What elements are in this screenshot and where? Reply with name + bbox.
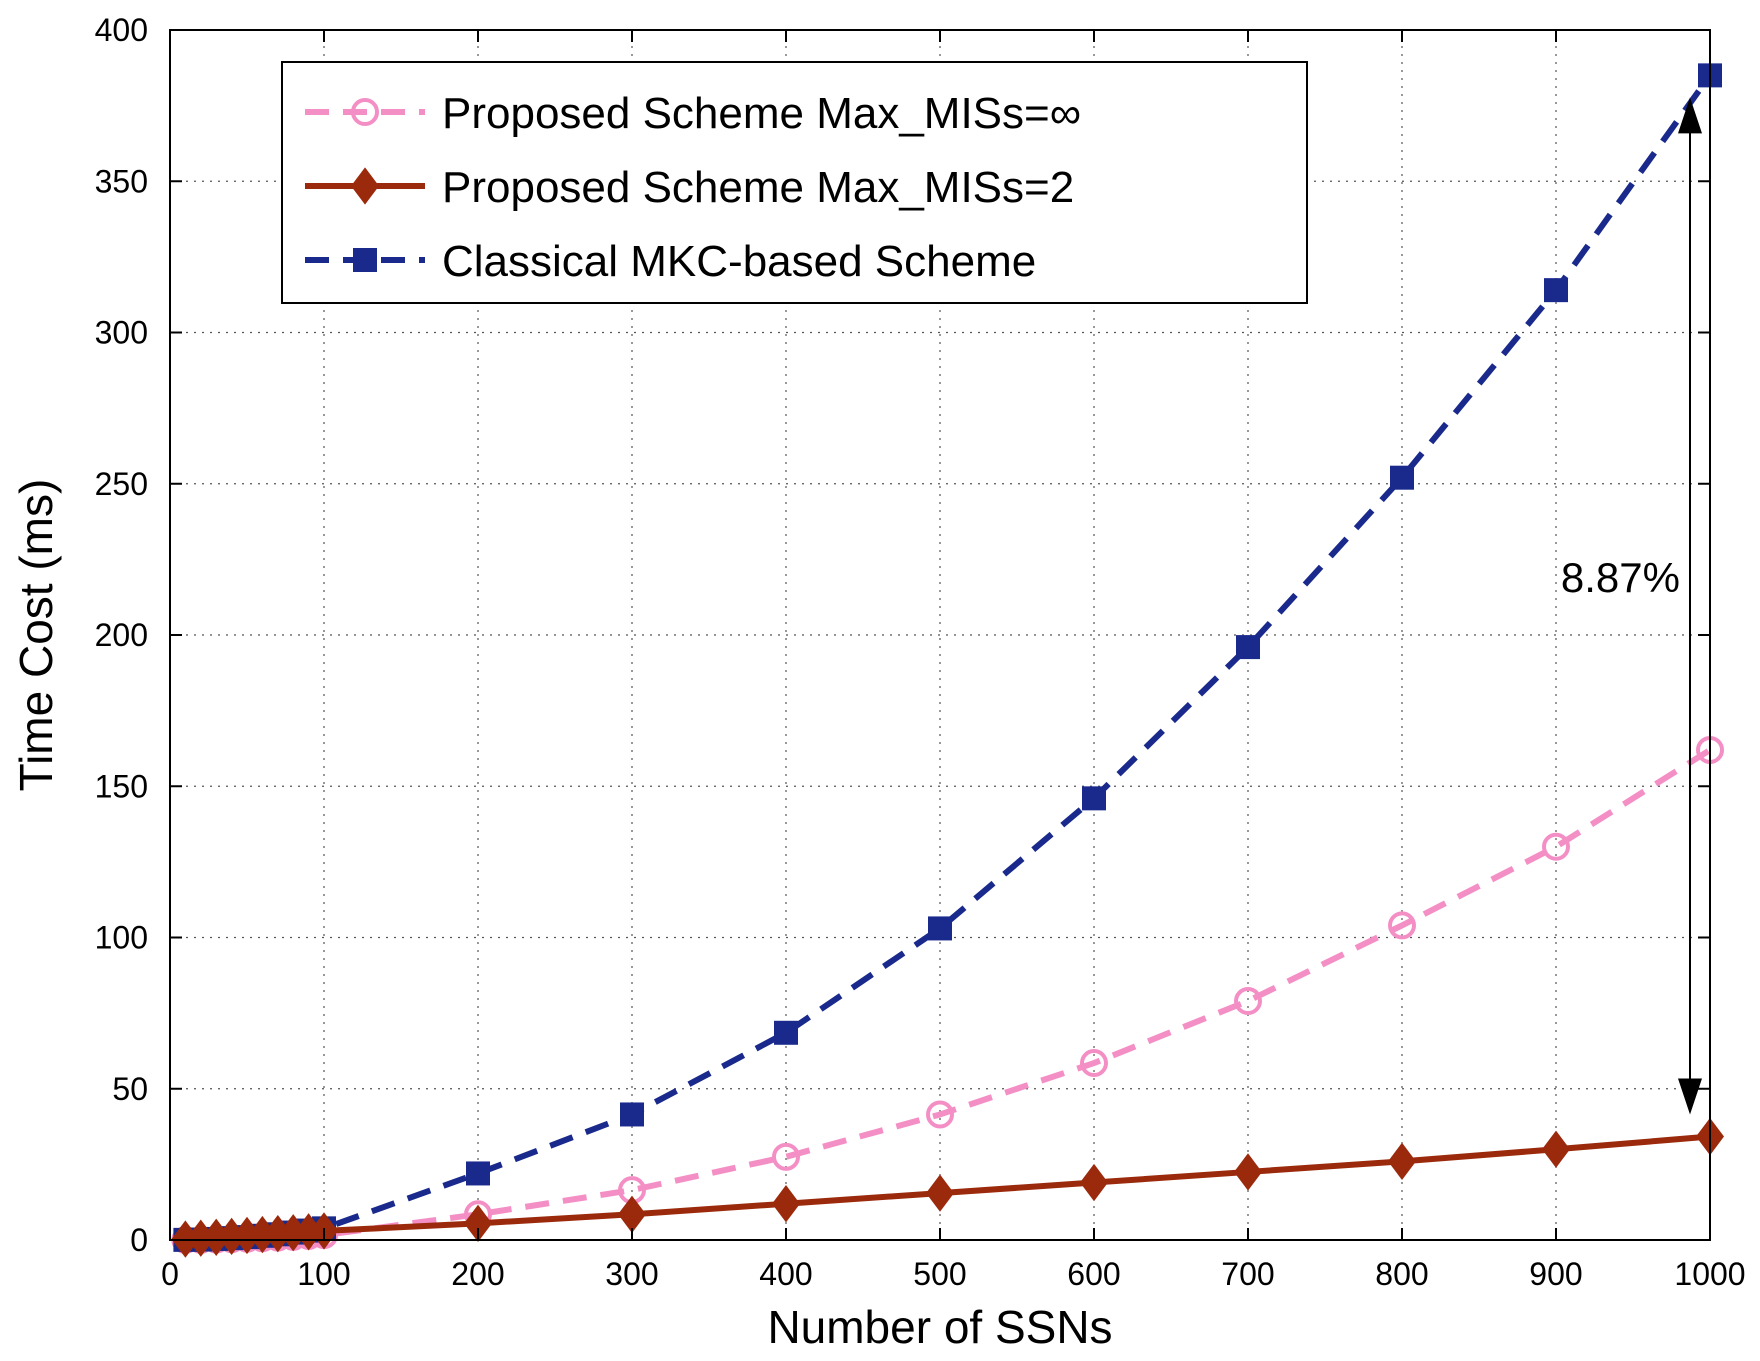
legend-label: Proposed Scheme Max_MISs=∞ — [442, 89, 1081, 138]
data-point — [1542, 832, 1570, 861]
x-tick-label: 900 — [1529, 1256, 1582, 1292]
annotation-arrowhead-up — [1678, 97, 1702, 134]
y-tick-label: 100 — [95, 920, 148, 956]
x-tick-label: 200 — [451, 1256, 504, 1292]
y-tick-label: 150 — [95, 768, 148, 804]
data-point — [1544, 278, 1568, 303]
data-point — [466, 1161, 490, 1186]
legend-label: Proposed Scheme Max_MISs=2 — [442, 163, 1074, 212]
y-tick-label: 350 — [95, 163, 148, 199]
legend-item-2: Proposed Scheme Max_MISs=2 — [305, 163, 1074, 212]
y-tick-label: 400 — [95, 12, 148, 48]
data-point — [1080, 1163, 1108, 1202]
data-point — [1080, 1049, 1108, 1078]
x-tick-label: 1000 — [1674, 1256, 1745, 1292]
data-point — [774, 1020, 798, 1045]
y-tick-label: 50 — [112, 1071, 148, 1107]
data-point — [1388, 911, 1416, 940]
data-point — [1082, 786, 1106, 811]
y-tick-label: 200 — [95, 617, 148, 653]
data-point — [1236, 635, 1260, 660]
y-tick-label: 250 — [95, 466, 148, 502]
ticks — [169, 29, 1711, 1241]
x-tick-label: 0 — [161, 1256, 179, 1292]
data-point — [928, 916, 952, 941]
data-point — [620, 1102, 644, 1127]
legend-label: Classical MKC-based Scheme — [442, 237, 1036, 286]
x-tick-label: 600 — [1067, 1256, 1120, 1292]
data-point — [1388, 1142, 1416, 1181]
y-axis-title: Time Cost (ms) — [10, 479, 62, 792]
legend: Proposed Scheme Max_MISs=∞ Proposed Schem… — [281, 61, 1308, 304]
data-point — [926, 1174, 954, 1212]
data-point — [1234, 1153, 1262, 1191]
y-tick-label: 0 — [130, 1222, 148, 1258]
x-tick-label: 300 — [605, 1256, 658, 1292]
x-tick-label: 500 — [913, 1256, 966, 1292]
x-tick-label: 800 — [1375, 1256, 1428, 1292]
data-point — [1390, 465, 1414, 490]
legend-box — [281, 61, 1308, 304]
data-point — [772, 1142, 800, 1171]
legend-item-1: Proposed Scheme Max_MISs=∞ — [305, 89, 1081, 138]
legend-marker — [351, 167, 379, 205]
x-tick-label: 100 — [297, 1256, 350, 1292]
tick-labels: 0 100 200 300 400 500 600 700 800 900 1000 0 50 100 15… — [95, 12, 1746, 1292]
annotation-arrowhead-down — [1678, 1078, 1702, 1115]
data-point — [1542, 1130, 1570, 1168]
annotation-text: 8.87% — [1561, 554, 1680, 601]
x-axis-title: Number of SSNs — [767, 1301, 1112, 1353]
annotation-layer: 8.87% — [1561, 97, 1702, 1115]
data-point — [926, 1100, 954, 1129]
legend-item-3: Classical MKC-based Scheme — [305, 237, 1036, 286]
x-tick-label: 400 — [759, 1256, 812, 1292]
data-point — [1234, 987, 1262, 1016]
y-tick-label: 300 — [95, 315, 148, 351]
legend-marker — [353, 248, 377, 272]
data-point — [772, 1185, 800, 1223]
x-tick-label: 700 — [1221, 1256, 1274, 1292]
legend-marker — [351, 98, 379, 126]
